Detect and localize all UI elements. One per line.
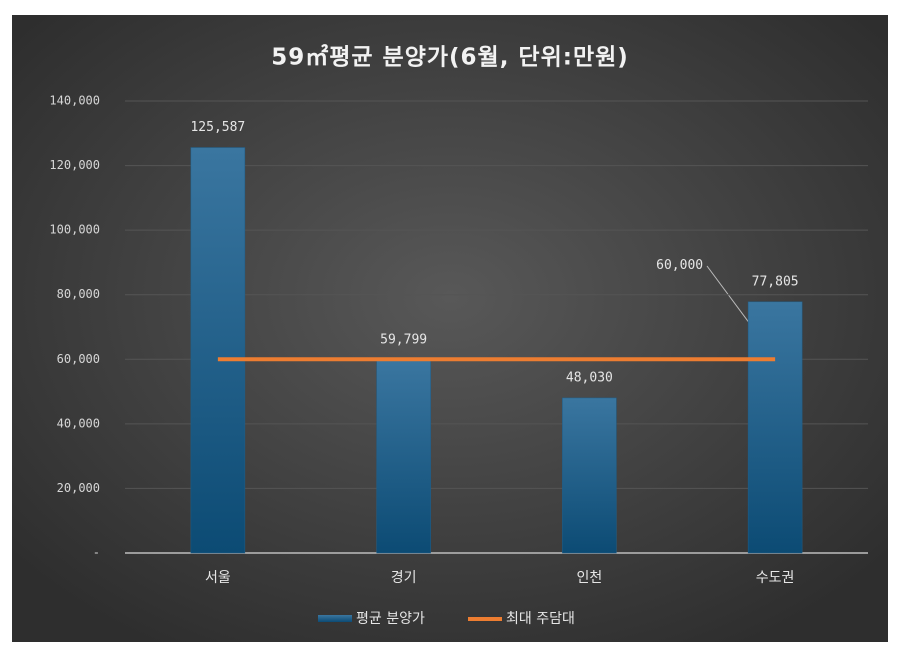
data-label: 77,805: [752, 274, 799, 289]
data-label: 60,000: [656, 258, 703, 273]
y-tick-label: 60,000: [57, 352, 100, 366]
data-label: 125,587: [190, 120, 245, 135]
bar: [747, 301, 803, 554]
y-tick-label: 80,000: [57, 287, 100, 301]
data-label: 48,030: [566, 370, 613, 385]
x-tick-label: 서울: [205, 570, 231, 586]
y-tick-label: 100,000: [49, 223, 100, 237]
chart-background: [12, 15, 888, 642]
y-tick-label: 40,000: [57, 416, 100, 430]
chart-title: 59㎡평균 분양가(6월, 단위:만원): [271, 44, 629, 71]
x-tick-label: 인천: [576, 570, 602, 586]
legend-swatch: [318, 615, 352, 622]
legend-label: 최대 주담대: [506, 611, 575, 627]
bar: [190, 147, 246, 554]
x-tick-label: 수도권: [756, 570, 795, 586]
data-label: 59,799: [380, 332, 427, 347]
y-tick-label: 20,000: [57, 481, 100, 495]
x-tick-label: 경기: [391, 570, 417, 586]
y-tick-label: 140,000: [49, 94, 100, 108]
y-tick-label: 120,000: [49, 158, 100, 172]
legend-label: 평균 분양가: [356, 611, 425, 627]
bar: [562, 397, 617, 554]
bar: [376, 359, 431, 554]
y-tick-label: -: [93, 546, 100, 560]
